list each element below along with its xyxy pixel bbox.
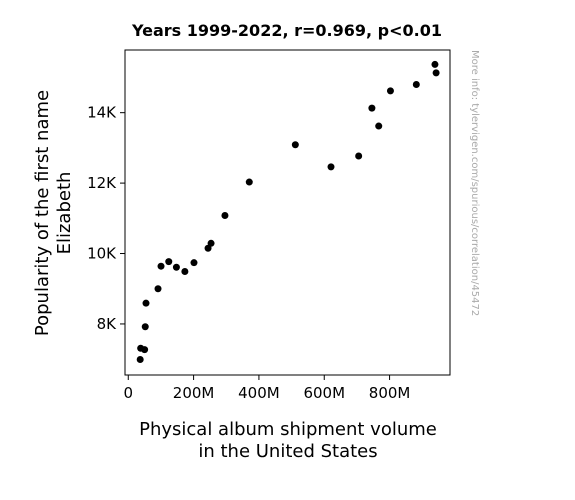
x-axis-label-line-2: in the United States: [198, 441, 377, 462]
data-point: [172, 263, 180, 271]
data-points: [136, 60, 440, 364]
x-tick-label: 0: [123, 384, 133, 402]
plot-frame: [124, 49, 451, 376]
data-point: [375, 122, 383, 130]
y-tick-label: 12K: [87, 174, 117, 192]
data-point: [386, 87, 394, 95]
y-tick-label: 10K: [87, 245, 117, 263]
data-point: [431, 60, 439, 68]
x-axis: 0 200M 400M 600M 800M: [123, 375, 410, 402]
data-point: [165, 258, 173, 266]
y-axis-label-line-1: Popularity of the first name: [32, 90, 53, 336]
data-point: [137, 344, 145, 352]
chart-title: Years 1999-2022, r=0.969, p<0.01: [131, 21, 442, 40]
y-axis: 8K 10K 12K 14K: [87, 104, 125, 333]
data-point: [190, 259, 198, 267]
x-tick-label: 600M: [303, 384, 345, 402]
data-point: [142, 299, 150, 307]
data-point: [327, 163, 335, 171]
x-tick-label: 800M: [369, 384, 411, 402]
x-tick-label: 200M: [173, 384, 215, 402]
data-point: [181, 267, 189, 275]
x-tick-label: 400M: [238, 384, 280, 402]
y-tick-label: 8K: [97, 315, 118, 333]
y-axis-label-line-2: Elizabeth: [54, 172, 75, 255]
data-point: [368, 104, 376, 112]
data-point: [136, 356, 144, 364]
data-point: [204, 244, 212, 252]
data-point: [221, 211, 229, 219]
data-point: [432, 69, 440, 77]
x-axis-label-line-1: Physical album shipment volume: [139, 419, 437, 440]
data-point: [141, 323, 149, 331]
data-point: [154, 285, 162, 293]
source-note: More info: tylervigen.com/spurious/corre…: [469, 50, 480, 316]
data-point: [245, 178, 253, 186]
data-point: [355, 152, 363, 160]
y-tick-label: 14K: [87, 104, 117, 122]
data-point: [157, 262, 165, 270]
data-point: [412, 81, 420, 89]
data-point: [291, 141, 299, 149]
